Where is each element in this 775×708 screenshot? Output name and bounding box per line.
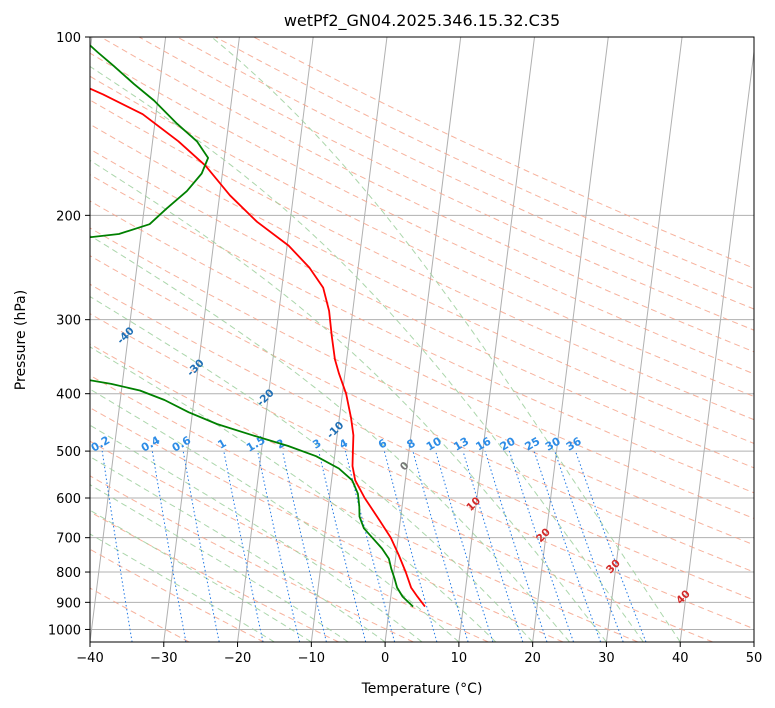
x-tick-label: −40: [76, 651, 103, 666]
mixing-ratio-line: [182, 451, 220, 642]
x-axis: −40 −30 −20 −10 0 10 20 30 40 50: [76, 642, 762, 666]
x-tick-label: 40: [672, 651, 689, 666]
y-tick-label: 300: [56, 314, 81, 329]
mixing-ratio-line: [508, 450, 574, 642]
plot-background: [90, 37, 754, 642]
x-tick-label: 50: [746, 651, 763, 666]
moist-adiabat: [90, 388, 460, 642]
x-tick-label: 20: [524, 651, 541, 666]
x-tick-label: −30: [150, 651, 177, 666]
dry-adiabat: [90, 511, 339, 642]
moist-adiabat: [90, 234, 570, 642]
mixing-ratio-line: [484, 450, 548, 642]
y-axis: 100 200 300 400 500 600 700 800 900 1000: [48, 31, 90, 638]
mixing-ratio-line: [533, 450, 602, 642]
moist-adiabat: [90, 346, 497, 642]
dry-adiabat: [176, 37, 754, 310]
dry-adiabat: [90, 148, 754, 469]
mixing-ratio-line: [435, 450, 494, 642]
mixing-ratio-line: [462, 450, 524, 642]
isotherm-line: [532, 37, 609, 642]
moist-adiabat: [90, 533, 275, 642]
dry-adiabat: [90, 123, 754, 444]
isotherm-line: [458, 37, 536, 642]
mixing-ratio-line: [344, 450, 396, 642]
moist-adiabat: [90, 159, 607, 642]
x-tick-label: 10: [451, 651, 468, 666]
isotherm-line: [237, 37, 314, 642]
dry-adiabat: [90, 227, 754, 546]
moist-adiabat: [90, 456, 386, 642]
dry-adiabat: [90, 440, 489, 642]
mixing-ratio-line: [101, 451, 133, 642]
dewpoint-profile: [90, 379, 414, 608]
dry-adiabat: [90, 313, 754, 630]
mixing-ratio-line: [554, 450, 624, 642]
dry-adiabat: [90, 200, 754, 520]
isotherm-line: [605, 37, 683, 642]
dry-adiabat: [90, 407, 564, 642]
isotherm-line: [163, 37, 240, 642]
dewpoint-profile-upper: [90, 44, 209, 239]
moist-adiabat: [90, 509, 312, 642]
dry-adiabat: [90, 52, 754, 375]
profiles-layer: [90, 44, 426, 608]
mixing-ratio-line: [282, 450, 327, 642]
reference-lines-layer: [90, 37, 754, 642]
dry-adiabat: [90, 548, 265, 642]
dry-adiabat: [90, 343, 713, 642]
y-tick-label: 200: [56, 209, 81, 224]
mixing-ratio-line: [257, 450, 301, 642]
dry-adiabat: [90, 374, 638, 642]
isotherm-line: [310, 37, 388, 642]
mixing-ratio-line: [151, 451, 187, 642]
mixing-ratio-line: [383, 450, 438, 642]
y-tick-label: 800: [56, 566, 81, 581]
plot-frame: [89, 36, 755, 643]
y-tick-label: 100: [56, 31, 81, 46]
x-tick-label: −10: [298, 651, 325, 666]
temperature-profile: [90, 87, 426, 608]
grid-layer: [90, 37, 754, 642]
dry-adiabat: [90, 283, 754, 601]
x-tick-label: 0: [381, 651, 389, 666]
y-tick-label: 700: [56, 532, 81, 547]
dry-adiabat: [90, 255, 754, 573]
isotherm-line: [90, 37, 167, 642]
x-tick-label: −20: [224, 651, 251, 666]
y-tick-label: 900: [56, 596, 81, 611]
y-tick-label: 1000: [48, 623, 81, 638]
dry-adiabat: [90, 75, 754, 398]
x-tick-label: 30: [598, 651, 615, 666]
y-tick-label: 500: [56, 445, 81, 460]
moist-adiabat: [90, 295, 534, 642]
y-tick-label: 400: [56, 388, 81, 403]
dry-adiabat: [138, 37, 754, 331]
mixing-ratio-line: [412, 450, 469, 642]
mixing-ratio-line: [318, 450, 367, 642]
mixing-ratio-line: [223, 451, 264, 642]
y-tick-label: 600: [56, 492, 81, 507]
moist-adiabat: [90, 65, 644, 642]
x-axis-title: Temperature (°C): [361, 681, 483, 697]
dry-adiabat: [90, 475, 414, 642]
chart-title: wetPf2_GN04.2025.346.15.32.C35: [284, 11, 560, 31]
isotherm-line: [679, 47, 754, 642]
isotherm-line: [384, 37, 462, 642]
moist-adiabat: [211, 37, 681, 642]
y-axis-title: Pressure (hPa): [13, 290, 29, 390]
